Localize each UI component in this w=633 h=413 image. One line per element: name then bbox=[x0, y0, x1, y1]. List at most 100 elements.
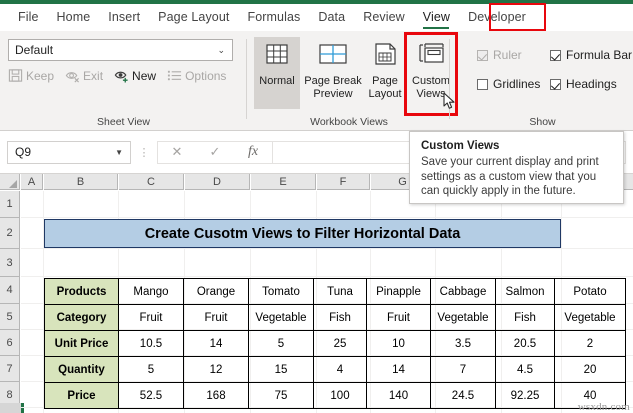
tab-page-layout[interactable]: Page Layout bbox=[149, 6, 238, 29]
col-header-D[interactable]: D bbox=[185, 174, 250, 190]
cell-unit-price-6[interactable]: 3.5 bbox=[430, 330, 496, 357]
cell-quantity-8[interactable]: 20 bbox=[554, 356, 626, 383]
cell-category-4[interactable]: Fish bbox=[313, 304, 367, 331]
table-row[interactable]: Products Mango Orange Tomato Tuna Pinapp… bbox=[44, 278, 626, 305]
col-header-B[interactable]: B bbox=[44, 174, 118, 190]
cell-category-6[interactable]: Vegetable bbox=[430, 304, 496, 331]
cell-price-2[interactable]: 168 bbox=[183, 382, 249, 409]
col-header-E[interactable]: E bbox=[251, 174, 316, 190]
cell-unit-price-1[interactable]: 10.5 bbox=[118, 330, 184, 357]
cell-category-7[interactable]: Fish bbox=[495, 304, 555, 331]
tab-file[interactable]: File bbox=[9, 6, 48, 29]
cell-products-7[interactable]: Salmon bbox=[495, 278, 555, 305]
formula-bar-checkbox-row[interactable]: Formula Bar bbox=[550, 48, 632, 62]
cell-unit-price-4[interactable]: 25 bbox=[313, 330, 367, 357]
ruler-label: Ruler bbox=[493, 48, 522, 62]
tab-developer[interactable]: Developer bbox=[459, 6, 535, 29]
row-header-unit-price[interactable]: Unit Price bbox=[44, 330, 119, 357]
table-row[interactable]: Price 52.5 168 75 100 140 24.5 92.25 40 bbox=[44, 382, 626, 409]
cell-products-6[interactable]: Cabbage bbox=[430, 278, 496, 305]
tab-home[interactable]: Home bbox=[48, 6, 100, 29]
row-header-price[interactable]: Price bbox=[44, 382, 119, 409]
cell-category-1[interactable]: Fruit bbox=[118, 304, 184, 331]
cell-unit-price-3[interactable]: 5 bbox=[248, 330, 314, 357]
tooltip-body: Save your current display and print sett… bbox=[421, 156, 599, 197]
gridlines-checkbox[interactable] bbox=[477, 78, 488, 90]
select-all-corner[interactable] bbox=[0, 174, 20, 190]
cell-price-3[interactable]: 75 bbox=[248, 382, 314, 409]
cell-unit-price-7[interactable]: 20.5 bbox=[495, 330, 555, 357]
custom-views-button[interactable]: Custom Views bbox=[408, 37, 454, 109]
cell-quantity-3[interactable]: 15 bbox=[248, 356, 314, 383]
cell-quantity-1[interactable]: 5 bbox=[118, 356, 184, 383]
cell-category-5[interactable]: Fruit bbox=[366, 304, 431, 331]
tab-review[interactable]: Review bbox=[354, 6, 414, 29]
row-header-products[interactable]: Products bbox=[44, 278, 119, 305]
cell-quantity-7[interactable]: 4.5 bbox=[495, 356, 555, 383]
cancel-icon[interactable]: ✕ bbox=[171, 144, 183, 159]
cell-quantity-5[interactable]: 14 bbox=[366, 356, 431, 383]
row-header-3[interactable]: 3 bbox=[0, 249, 20, 277]
row-header-5[interactable]: 5 bbox=[0, 304, 20, 330]
insert-function-icon[interactable]: fx bbox=[247, 144, 259, 159]
cell-quantity-2[interactable]: 12 bbox=[183, 356, 249, 383]
cell-products-8[interactable]: Potato bbox=[554, 278, 626, 305]
formula-bar-grip[interactable]: ⋮ bbox=[138, 146, 150, 159]
headings-checkbox-row[interactable]: Headings bbox=[550, 77, 617, 91]
sheet-view-combo[interactable]: Default ⌄ bbox=[8, 39, 233, 61]
row-header-quantity[interactable]: Quantity bbox=[44, 356, 119, 383]
col-header-A[interactable]: A bbox=[21, 174, 43, 190]
cell-products-1[interactable]: Mango bbox=[118, 278, 184, 305]
cell-products-3[interactable]: Tomato bbox=[248, 278, 314, 305]
row-header-1[interactable]: 1 bbox=[0, 191, 20, 218]
cell-category-2[interactable]: Fruit bbox=[183, 304, 249, 331]
cell-unit-price-5[interactable]: 10 bbox=[366, 330, 431, 357]
new-button[interactable]: New bbox=[114, 68, 156, 83]
row-header-2[interactable]: 2 bbox=[0, 218, 20, 249]
tab-formulas[interactable]: Formulas bbox=[238, 6, 309, 29]
cell-price-5[interactable]: 140 bbox=[366, 382, 431, 409]
ruler-checkbox[interactable] bbox=[477, 49, 488, 61]
cell-quantity-4[interactable]: 4 bbox=[313, 356, 367, 383]
cell-price-6[interactable]: 24.5 bbox=[430, 382, 496, 409]
cell-price-8[interactable]: 40 bbox=[554, 382, 626, 409]
cell-category-3[interactable]: Vegetable bbox=[248, 304, 314, 331]
enter-icon[interactable]: ✓ bbox=[209, 144, 221, 159]
col-header-C[interactable]: C bbox=[119, 174, 184, 190]
custom-views-icon bbox=[414, 42, 448, 72]
formula-bar-checkbox[interactable] bbox=[550, 49, 561, 61]
cell-price-4[interactable]: 100 bbox=[313, 382, 367, 409]
tab-view[interactable]: View bbox=[414, 6, 459, 29]
keep-button[interactable]: Keep bbox=[8, 68, 54, 83]
cell-price-1[interactable]: 52.5 bbox=[118, 382, 184, 409]
cell-unit-price-2[interactable]: 14 bbox=[183, 330, 249, 357]
cell-products-4[interactable]: Tuna bbox=[313, 278, 367, 305]
ruler-checkbox-row[interactable]: Ruler bbox=[477, 48, 522, 62]
cell-quantity-6[interactable]: 7 bbox=[430, 356, 496, 383]
page-break-preview-button[interactable]: Page Break Preview bbox=[304, 37, 362, 109]
headings-checkbox[interactable] bbox=[550, 78, 561, 90]
row-header-7[interactable]: 7 bbox=[0, 356, 20, 382]
page-layout-button[interactable]: Page Layout bbox=[364, 37, 406, 109]
gridlines-checkbox-row[interactable]: Gridlines bbox=[477, 77, 540, 91]
col-header-F[interactable]: F bbox=[317, 174, 370, 190]
row-header-category[interactable]: Category bbox=[44, 304, 119, 331]
table-row[interactable]: Quantity 5 12 15 4 14 7 4.5 20 bbox=[44, 356, 626, 383]
cell-price-7[interactable]: 92.25 bbox=[495, 382, 555, 409]
row-header-6[interactable]: 6 bbox=[0, 330, 20, 356]
normal-view-button[interactable]: Normal bbox=[254, 37, 300, 109]
tab-data[interactable]: Data bbox=[309, 6, 354, 29]
options-button[interactable]: Options bbox=[167, 68, 226, 83]
cell-products-5[interactable]: Pinapple bbox=[366, 278, 431, 305]
sheet-tab-indicator bbox=[21, 403, 24, 413]
exit-button[interactable]: Exit bbox=[65, 68, 103, 83]
table-row[interactable]: Category Fruit Fruit Vegetable Fish Frui… bbox=[44, 304, 626, 331]
row-header-4[interactable]: 4 bbox=[0, 277, 20, 304]
name-box[interactable]: Q9 ▼ bbox=[7, 140, 131, 164]
sheet-title-cell[interactable]: Create Cusotm Views to Filter Horizontal… bbox=[44, 219, 561, 248]
cell-category-8[interactable]: Vegetable bbox=[554, 304, 626, 331]
tab-insert[interactable]: Insert bbox=[99, 6, 149, 29]
cell-products-2[interactable]: Orange bbox=[183, 278, 249, 305]
cell-unit-price-8[interactable]: 2 bbox=[554, 330, 626, 357]
table-row[interactable]: Unit Price 10.5 14 5 25 10 3.5 20.5 2 bbox=[44, 330, 626, 357]
